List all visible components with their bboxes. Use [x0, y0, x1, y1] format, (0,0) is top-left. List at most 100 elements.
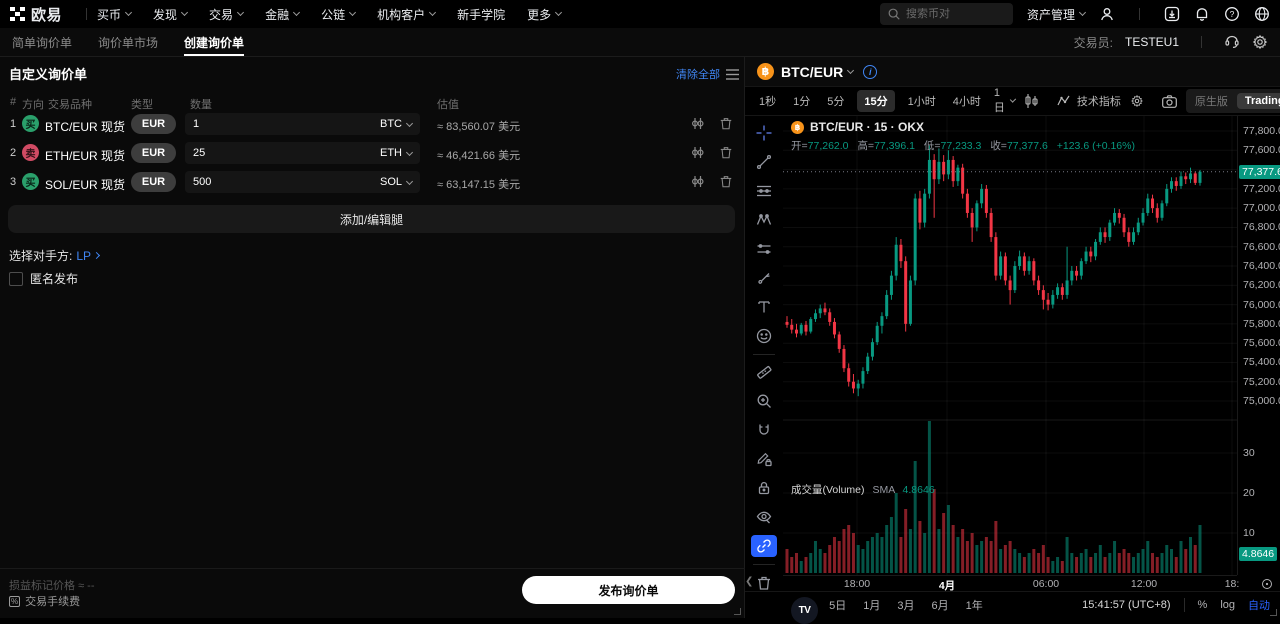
timeframe-1秒[interactable]: 1秒: [759, 96, 777, 108]
sync-link-tool[interactable]: [751, 535, 777, 558]
search-input[interactable]: [905, 8, 1006, 20]
help-icon[interactable]: ?: [1224, 6, 1240, 22]
add-edit-leg-button[interactable]: 添加/编辑腿: [8, 205, 735, 233]
delete-drawings-trash-tool[interactable]: [751, 572, 777, 594]
okx-logo-text: 欧易: [31, 6, 63, 24]
crosshair-tool[interactable]: [751, 122, 777, 144]
col-header-type: 类型: [131, 99, 153, 111]
drawing-mode-lock-tool[interactable]: [751, 448, 777, 470]
percent-scale-button[interactable]: %: [1197, 599, 1208, 611]
publish-rfq-button[interactable]: 发布询价单: [522, 576, 735, 604]
nav-item-2[interactable]: 交易: [209, 6, 245, 23]
range-6月[interactable]: 6月: [931, 600, 949, 612]
clear-all-link[interactable]: 清除全部: [676, 69, 720, 81]
download-app-icon[interactable]: [1164, 6, 1180, 22]
time-axis[interactable]: ❮ 18:00 4月 06:00 12:00 18:: [745, 575, 1272, 592]
chart-plot-area[interactable]: [783, 116, 1237, 575]
symbol-selector[interactable]: BTC/EUR: [781, 64, 855, 80]
tab-0[interactable]: 简单询价单: [12, 35, 73, 50]
timeframe-5分[interactable]: 5分: [827, 96, 845, 108]
info-icon[interactable]: i: [863, 64, 878, 79]
okx-logo[interactable]: 欧易: [10, 4, 62, 25]
tradingview-logo[interactable]: TV: [791, 597, 818, 624]
price-axis[interactable]: 77,800.077,600.077,400.077,200.077,000.0…: [1237, 116, 1280, 575]
type-pill[interactable]: EUR: [131, 114, 176, 134]
clock-readout[interactable]: 15:41:57 (UTC+8): [1082, 599, 1171, 611]
timeframe-dropdown[interactable]: 1日: [994, 87, 1017, 115]
nav-item-0[interactable]: 买币: [97, 6, 133, 23]
notifications-bell-icon[interactable]: [1194, 6, 1210, 22]
time-axis-settings-icon[interactable]: [1261, 578, 1273, 593]
fib-lines-tool[interactable]: [751, 180, 777, 202]
rfq-builder-panel: 自定义询价单 清除全部 # 方向 交易品种 类型 数量 估值 1 买 BTC/EUR…: [0, 57, 745, 618]
unit-dropdown[interactable]: ETH: [380, 147, 414, 159]
indicators-button[interactable]: 技术指标: [1057, 93, 1121, 109]
quantity-input[interactable]: 500 SOL: [185, 171, 420, 193]
position-tool[interactable]: [751, 238, 777, 260]
hide-drawings-eye-tool[interactable]: [751, 506, 777, 528]
auto-scale-button[interactable]: 自动: [1248, 600, 1270, 612]
range-5日[interactable]: 5日: [829, 600, 847, 612]
quantity-input[interactable]: 25 ETH: [185, 142, 420, 164]
trendline-tool[interactable]: [751, 151, 777, 173]
chart-resize-handle[interactable]: [1270, 609, 1277, 616]
ruler-tool[interactable]: [751, 362, 777, 384]
link-quantity-icon[interactable]: [690, 174, 705, 189]
counterparty-link[interactable]: LP: [76, 249, 101, 263]
collapse-toolbar-icon[interactable]: ❮: [745, 576, 754, 587]
chart-type-icon[interactable]: [1024, 94, 1039, 108]
pair-selector[interactable]: BTC/EUR 现货: [45, 118, 138, 135]
nav-item-5[interactable]: 机构客户: [377, 6, 437, 23]
tab-2[interactable]: 创建询价单: [184, 28, 245, 56]
nav-item-3[interactable]: 金融: [265, 6, 301, 23]
unit-dropdown[interactable]: SOL: [380, 176, 414, 188]
profile-icon[interactable]: [1099, 6, 1115, 22]
native-mode-button[interactable]: 原生版: [1194, 96, 1228, 108]
nav-item-6[interactable]: 新手学院: [457, 7, 506, 22]
delete-leg-trash-icon[interactable]: [719, 116, 733, 131]
unit-dropdown[interactable]: BTC: [380, 118, 414, 130]
panel-resize-handle[interactable]: [734, 608, 741, 615]
zoom-in-tool[interactable]: [751, 390, 777, 412]
language-globe-icon[interactable]: [1254, 6, 1270, 22]
magnet-tool[interactable]: [751, 419, 777, 441]
type-pill[interactable]: EUR: [131, 143, 176, 163]
text-tool[interactable]: [751, 296, 777, 318]
pair-selector[interactable]: SOL/EUR 现货: [45, 176, 138, 193]
support-icon[interactable]: [1224, 34, 1240, 50]
list-menu-icon[interactable]: [726, 67, 739, 85]
search-box[interactable]: [879, 3, 1013, 25]
chart-settings-gear-icon[interactable]: [1130, 94, 1144, 108]
pattern-tool[interactable]: [751, 209, 777, 231]
anonymous-checkbox[interactable]: [9, 271, 23, 286]
timeframe-4小时[interactable]: 4小时: [952, 96, 981, 108]
candlestick-chart[interactable]: [783, 116, 1237, 575]
camera-snapshot-icon[interactable]: [1161, 94, 1177, 108]
timeframe-15分[interactable]: 15分: [857, 90, 895, 112]
link-quantity-icon[interactable]: [690, 145, 705, 160]
pair-selector[interactable]: ETH/EUR 现货: [45, 147, 138, 164]
range-1月[interactable]: 1月: [863, 600, 881, 612]
range-1年[interactable]: 1年: [965, 600, 983, 612]
link-quantity-icon[interactable]: [690, 116, 705, 131]
delete-leg-trash-icon[interactable]: [719, 174, 733, 189]
timeframe-1小时[interactable]: 1小时: [907, 96, 936, 108]
log-scale-button[interactable]: log: [1220, 599, 1235, 611]
nav-item-4[interactable]: 公链: [321, 6, 357, 23]
brush-tool[interactable]: [751, 267, 777, 289]
lock-all-tool[interactable]: [751, 477, 777, 499]
chevron-down-icon: [124, 8, 133, 17]
quantity-input[interactable]: 1 BTC: [185, 113, 420, 135]
nav-item-7[interactable]: 更多: [527, 6, 563, 23]
tab-1[interactable]: 询价单市场: [98, 35, 159, 50]
emoji-tool[interactable]: [751, 325, 777, 347]
nav-item-1[interactable]: 发现: [153, 6, 189, 23]
tradingview-mode-button[interactable]: TradingView: [1236, 93, 1280, 109]
type-pill[interactable]: EUR: [131, 172, 176, 192]
timeframe-1分[interactable]: 1分: [793, 96, 811, 108]
delete-leg-trash-icon[interactable]: [719, 145, 733, 160]
settings-gear-icon[interactable]: [1252, 34, 1268, 50]
asset-management-menu[interactable]: 资产管理: [1027, 6, 1087, 23]
divider: [753, 353, 775, 355]
range-3月[interactable]: 3月: [897, 600, 915, 612]
